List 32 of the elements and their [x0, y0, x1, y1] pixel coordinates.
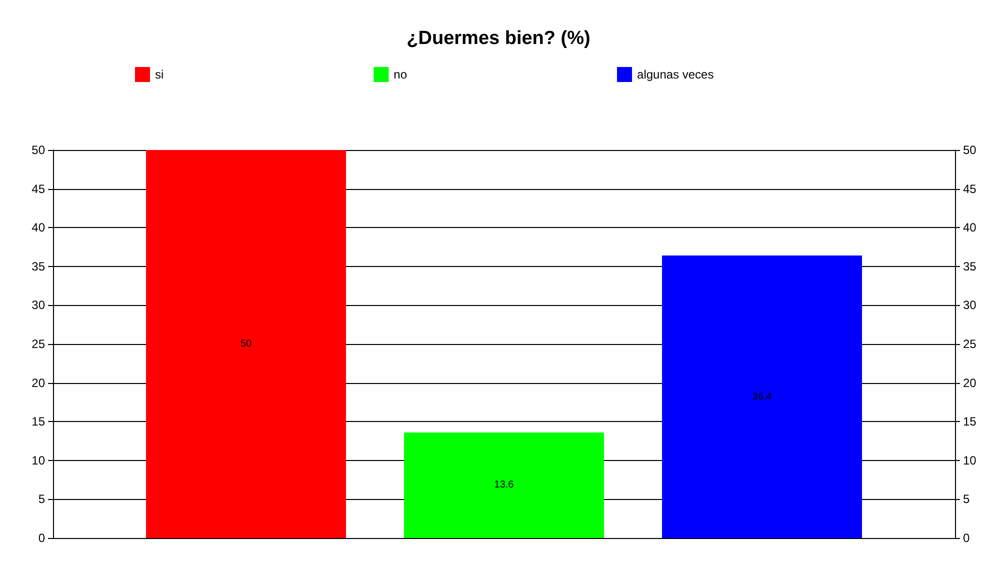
y2-tick-label: 50: [963, 143, 977, 157]
y-tick-label: 25: [32, 337, 46, 351]
y2-tick-label: 25: [963, 337, 977, 351]
y-tick-label: 35: [32, 259, 46, 274]
y2-tick-label: 20: [963, 376, 977, 390]
chart-title: ¿Duermes bien? (%): [406, 28, 590, 49]
y2-tick-label: 40: [963, 220, 977, 235]
legend-label: si: [155, 68, 164, 82]
y-tick-label: 50: [32, 143, 46, 157]
y2-tick-label: 5: [963, 492, 970, 506]
y-tick-label: 0: [38, 531, 46, 545]
y-tick-label: 30: [32, 298, 46, 312]
data-label: 36.4: [752, 391, 772, 402]
bar: [404, 432, 604, 538]
y-tick-label: 15: [32, 414, 46, 429]
y-tick-label: 10: [32, 453, 46, 468]
y2-tick-label: 35: [963, 259, 977, 274]
data-label: 50: [240, 338, 252, 350]
y2-tick-label: 10: [963, 453, 977, 468]
legend-label: no: [394, 68, 408, 82]
data-label: 13.6: [494, 480, 514, 491]
bar: [146, 150, 346, 538]
y2-tick-label: 30: [963, 298, 977, 312]
y-tick-label: 45: [32, 182, 46, 196]
bar: [662, 256, 862, 538]
y2-tick-label: 0: [963, 531, 970, 545]
legend-label: algunas veces: [637, 68, 714, 82]
y-tick-label: 40: [32, 220, 46, 235]
y-tick-label: 20: [32, 376, 46, 390]
y2-tick-label: 15: [963, 414, 977, 429]
y2-tick-label: 45: [963, 182, 977, 196]
y-tick-label: 5: [38, 492, 46, 506]
